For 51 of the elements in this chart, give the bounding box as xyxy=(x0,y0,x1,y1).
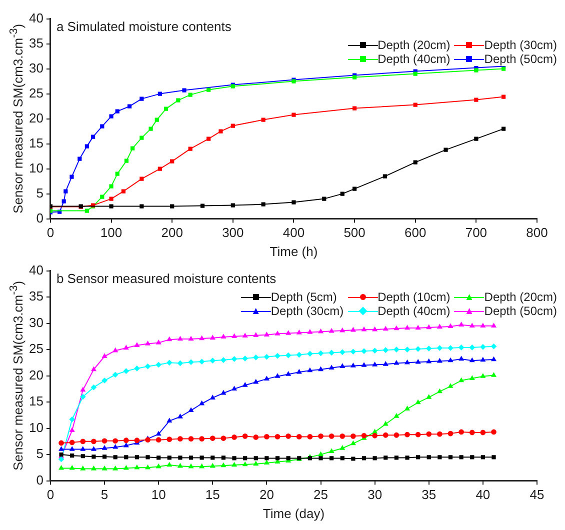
x-axis-title: Time (h) xyxy=(270,244,318,259)
y-tick-label: 35 xyxy=(28,288,44,304)
y-tick-label: 20 xyxy=(28,110,44,126)
x-tick-label: 30 xyxy=(368,487,382,502)
x-tick-label: 40 xyxy=(476,487,490,502)
legend-label: Depth (50cm) xyxy=(484,52,557,66)
legend-label: Depth (40cm) xyxy=(378,304,450,318)
y-tick-label: 35 xyxy=(28,35,44,50)
chart-title: b Sensor measured moisture contents xyxy=(56,270,277,286)
x-tick-label: 200 xyxy=(161,225,183,240)
x-tick-label: 10 xyxy=(151,487,166,502)
legend-label: Depth (10cm) xyxy=(378,290,450,304)
legend-label: Depth (20cm) xyxy=(378,38,450,52)
x-tick-label: 20 xyxy=(259,487,274,502)
y-tick-label: 5 xyxy=(36,446,44,462)
y-tick-label: 20 xyxy=(28,367,44,382)
y-tick-label: 30 xyxy=(28,60,44,76)
y-tick-label: 40 xyxy=(28,10,44,26)
legend-label: Depth (30cm) xyxy=(484,38,557,52)
legend-label: Depth (5cm) xyxy=(270,290,337,304)
x-tick-label: 35 xyxy=(422,487,436,502)
y-tick-label: 10 xyxy=(28,160,44,176)
y-tick-label: 10 xyxy=(28,420,44,435)
x-tick-label: 15 xyxy=(205,487,220,502)
x-axis-title: Time (day) xyxy=(262,506,325,521)
chart-title: a Simulated moisture contents xyxy=(56,18,232,34)
y-tick-label: 0 xyxy=(36,210,44,226)
y-tick-label: 15 xyxy=(28,394,44,409)
y-tick-label: 25 xyxy=(28,85,44,100)
x-tick-label: 700 xyxy=(465,225,488,240)
y-tick-label: 25 xyxy=(28,341,44,356)
legend-label: Depth (40cm) xyxy=(378,52,450,66)
legend-label: Depth (30cm) xyxy=(270,304,344,318)
legend-label: Depth (20cm) xyxy=(484,290,557,304)
x-tick-label: 25 xyxy=(314,487,328,502)
x-tick-label: 5 xyxy=(100,487,108,502)
y-tick-label: 15 xyxy=(28,135,44,150)
y-tick-label: 40 xyxy=(28,262,44,278)
x-tick-label: 400 xyxy=(282,225,305,240)
x-tick-label: 0 xyxy=(46,225,54,240)
x-tick-label: 0 xyxy=(46,487,54,502)
x-tick-label: 800 xyxy=(526,225,548,240)
y-tick-label: 0 xyxy=(36,472,44,488)
x-tick-label: 45 xyxy=(530,487,544,502)
y-tick-label: 5 xyxy=(36,185,44,200)
x-tick-label: 100 xyxy=(100,225,122,240)
x-tick-label: 500 xyxy=(344,225,366,240)
y-tick-label: 30 xyxy=(28,314,44,330)
x-tick-label: 600 xyxy=(404,225,426,240)
x-tick-label: 300 xyxy=(222,225,244,240)
legend-label: Depth (50cm) xyxy=(484,304,557,318)
